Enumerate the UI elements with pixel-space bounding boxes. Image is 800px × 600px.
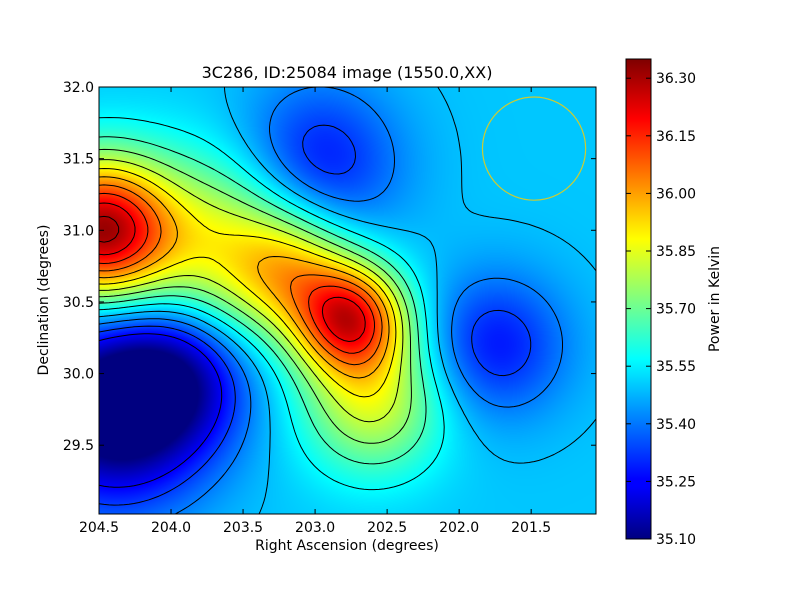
colorbar-tick-label: 35.70 [656,302,696,318]
colorbar-tick-label: 35.55 [656,359,696,375]
colorbar-tick-label: 35.40 [656,417,696,433]
contour-line [99,333,223,488]
contour-line [99,168,397,398]
colorbar-tick-label: 36.15 [656,129,696,145]
y-tick-label: 29.5 [63,438,94,454]
y-tick-label: 31.0 [63,223,94,239]
x-tick-label: 203.5 [223,520,263,536]
x-tick-label: 204.0 [151,520,191,536]
y-tick-label: 30.0 [63,367,94,383]
contour-line [99,124,532,506]
x-tick-label: 202.0 [439,520,479,536]
y-tick-label: 31.5 [63,152,94,168]
contour-line [99,184,383,366]
y-axis-label: Declination (degrees) [36,225,52,376]
x-tick-label: 204.5 [79,520,119,536]
y-axis-ticks: 29.5 30.0 30.5 31.0 31.5 32.0 [63,80,596,454]
colorbar-tick-label: 36.00 [656,186,696,202]
colorbar-tick-label: 36.30 [656,71,696,87]
colorbar-label: Power in Kelvin [707,246,723,352]
contour-line [99,215,120,243]
colorbar: 36.30 36.15 36.00 35.85 35.70 35.55 35.40 35.25… [625,58,723,548]
x-axis-label: Right Ascension (degrees) [255,538,439,554]
beam-circle [481,96,587,201]
contour-line [99,87,596,514]
contour-line [99,176,390,379]
x-tick-label: 202.5 [367,520,407,536]
contour-line [99,192,375,354]
y-tick-label: 30.5 [63,295,94,311]
chart-title: 3C286, ID:25084 image (1550.0,XX) [202,63,493,82]
plot-area [98,86,597,515]
contour-line [99,136,427,465]
x-tick-label: 203.0 [295,520,335,536]
colorbar-tick-label: 35.85 [656,244,696,260]
colorbar-ticks: 36.30 36.15 36.00 35.85 35.70 35.55 35.40 35.25… [626,71,696,548]
contour-line [99,87,563,514]
contour-line [99,202,366,342]
contour-lines [99,87,596,514]
x-axis-ticks: 204.5 204.0 203.5 203.0 202.5 202.0 201.5 [79,87,551,536]
contour-line [99,148,412,444]
colorbar-tick-label: 35.25 [656,474,696,490]
colorbar-gradient [625,58,652,540]
plot-frame [98,86,597,515]
contour-line [99,117,445,491]
x-tick-label: 201.5 [511,520,551,536]
y-tick-label: 32.0 [63,80,94,96]
contour-line [99,159,404,423]
colorbar-tick-label: 35.10 [656,532,696,548]
